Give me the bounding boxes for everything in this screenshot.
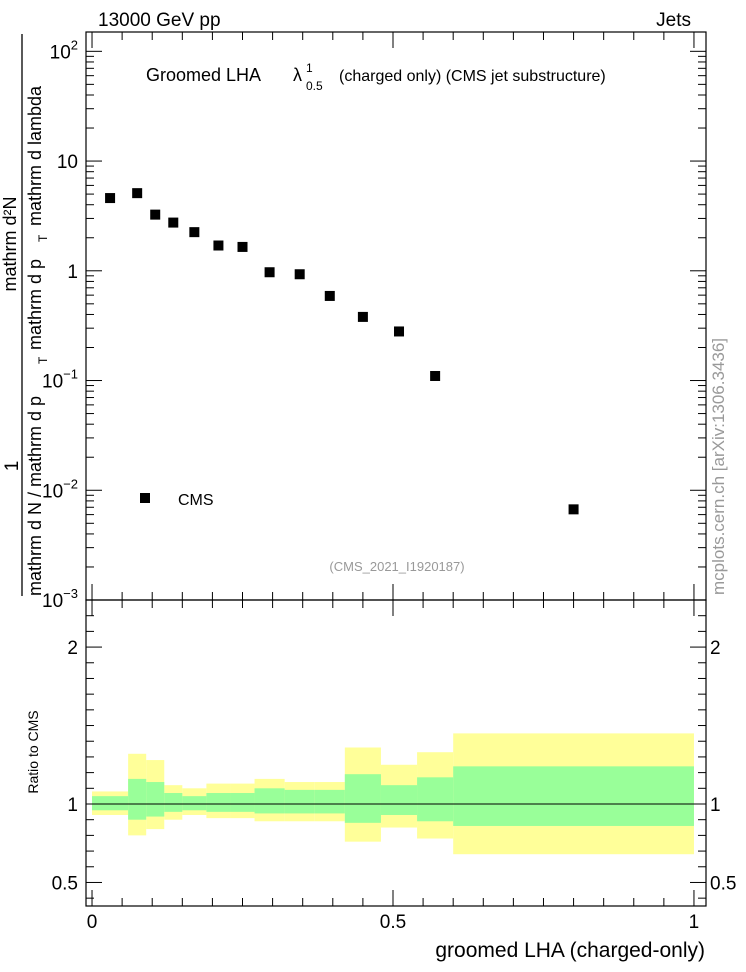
main-y-tick-label: 1 [67, 262, 78, 283]
title-main: Groomed LHA [146, 65, 261, 85]
ratio-y-tick-label: 0.5 [52, 873, 78, 894]
ratio-band-inner [314, 789, 345, 814]
main-y-tick-label: 10−3 [42, 586, 78, 612]
data-point [568, 504, 579, 515]
ratio-y-tick-label-right: 1 [710, 795, 721, 816]
main-y-tick-label: 10−2 [42, 476, 78, 502]
data-points [105, 188, 579, 515]
main-y-tick-label: 10−1 [42, 367, 78, 393]
data-point [105, 193, 116, 204]
ylabel-den-rest: mathrm d lambda [25, 85, 45, 226]
ratio-x-ticks: 0 0.5 1 [87, 600, 700, 933]
legend-label: CMS [178, 492, 214, 509]
ratio-band-inner [284, 789, 315, 814]
ylabel-lower-right: mathrm d p [25, 259, 45, 350]
data-point [189, 227, 200, 238]
x-tick-label: 1 [689, 912, 700, 933]
title-rest: (charged only) (CMS jet substructure) [339, 68, 606, 85]
ratio-bands [92, 733, 694, 855]
data-point [357, 311, 368, 322]
data-point [132, 188, 143, 199]
main-y-tick-label: 102 [50, 37, 78, 63]
x-axis-label: groomed LHA (charged-only) [435, 939, 705, 962]
title-lambda: λ [293, 65, 302, 85]
ratio-y-ticks: 2 2 1 1 0.5 0.5 [52, 615, 736, 899]
main-y-label: 1 mathrm d²N mathrm d N / mathrm d p T m… [0, 34, 50, 596]
data-point [237, 241, 248, 252]
x-tick-label: 0.5 [380, 912, 406, 933]
main-plot-frame [85, 31, 707, 601]
header-right: Jets [656, 10, 691, 31]
ratio-plot-frame [85, 599, 707, 907]
data-point [430, 370, 441, 381]
data-point [324, 290, 335, 301]
ylabel-lower-left: mathrm d N / mathrm d p [25, 396, 45, 596]
ratio-band-inner [417, 777, 454, 822]
data-point [213, 240, 224, 251]
ratio-y-tick-label: 1 [67, 795, 78, 816]
ylabel-numerator: 1 [2, 461, 23, 472]
data-point [394, 326, 405, 337]
ratio-band-inner [230, 793, 255, 812]
title-subscript: 0.5 [306, 79, 323, 93]
ratio-band-inner [453, 766, 694, 826]
ratio-band-inner [146, 782, 165, 817]
ratio-y-tick-label-right: 0.5 [710, 873, 736, 894]
ratio-panel: 2 21 10.5 0.5 0 0.5 1 Ratio to CMS groomed LH… [25, 599, 736, 962]
ratio-y-label: Ratio to CMS [25, 710, 41, 793]
x-tick-label: 0 [87, 912, 98, 933]
watermark: mcplots.cern.ch [arXiv:1306.3436] [709, 338, 728, 595]
plot-title: Groomed LHA [146, 65, 261, 85]
ylabel-upper: mathrm d²N [0, 196, 20, 291]
ylabel-den-sub: T [36, 234, 50, 242]
ylabel-lower-left-sub: T [36, 356, 50, 364]
ratio-band-inner [92, 796, 129, 811]
data-point [264, 267, 275, 278]
analysis-id: (CMS_2021_I1920187) [329, 559, 464, 574]
main-x-ticks [91, 32, 695, 600]
ratio-band-inner [182, 796, 207, 811]
legend-marker [140, 493, 150, 503]
main-y-ticks: 102 10 1 10−1 10−2 10−3 [42, 37, 706, 612]
ratio-band-inner [206, 793, 231, 812]
main-panel: 102 10 1 10−1 10−2 10−3 Groomed LHA λ 1 0.5 (… [42, 31, 707, 612]
ratio-band-inner [380, 785, 418, 815]
main-y-tick-label: 10 [57, 152, 78, 173]
ratio-band-inner [164, 793, 183, 812]
ratio-band-inner [344, 774, 381, 823]
header-left: 13000 GeV pp [98, 10, 221, 31]
ratio-y-tick-label-right: 2 [710, 638, 721, 659]
data-point [150, 209, 161, 220]
ratio-band-inner [254, 788, 285, 814]
ratio-y-tick-label: 2 [67, 638, 78, 659]
data-point [168, 217, 179, 228]
title-superscript: 1 [306, 61, 313, 75]
ratio-band-inner [128, 778, 147, 820]
data-point [294, 269, 305, 280]
